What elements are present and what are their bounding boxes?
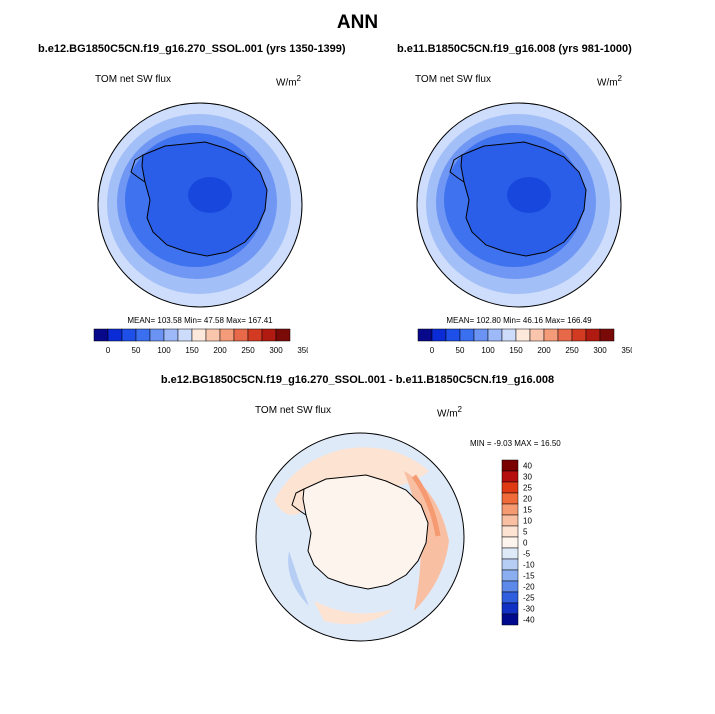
panel2-units: W/m2	[597, 74, 622, 89]
colorbar-tick-label: 200	[213, 346, 227, 355]
panel3-units: W/m2	[437, 405, 462, 420]
colorbar-swatch	[219, 328, 235, 342]
colorbar-swatch	[543, 328, 559, 342]
colorbar-swatch	[501, 613, 519, 626]
colorbar-swatch	[557, 328, 573, 342]
colorbar-swatch	[459, 328, 475, 342]
colorbar-swatch	[501, 470, 519, 483]
panel1-polar-map	[97, 102, 303, 308]
colorbar-swatch	[501, 525, 519, 538]
colorbar-tick-label: -40	[523, 616, 535, 625]
colorbar-tick-label: 0	[106, 346, 111, 355]
colorbar-swatch	[501, 481, 519, 494]
panel3-colorbar: 40 30 25 20 15 10 5 0 -5 -10 -15 -20 -25 -30 -40	[501, 459, 535, 626]
colorbar-swatch	[177, 328, 193, 342]
colorbar-swatch	[417, 328, 433, 342]
panel3-polar-map	[255, 432, 465, 642]
colorbar-tick-label: 5	[523, 528, 528, 537]
colorbar-tick-label: 15	[523, 506, 532, 515]
colorbar-swatch	[501, 569, 519, 582]
colorbar-tick-label: 150	[509, 346, 523, 355]
colorbar-tick-label: -30	[523, 605, 535, 614]
panel3-variable-label: TOM net SW flux	[255, 405, 331, 416]
colorbar-tick-label: -5	[523, 550, 531, 559]
colorbar-tick-label: 0	[523, 539, 528, 548]
colorbar-tick-label: -25	[523, 594, 535, 603]
panel3-stats: MIN = -9.03 MAX = 16.50	[470, 439, 561, 448]
colorbar-swatch	[501, 459, 519, 472]
colorbar-tick-label: 200	[537, 346, 551, 355]
colorbar-swatch	[599, 328, 615, 342]
panel2-polar-map	[416, 102, 622, 308]
colorbar-swatch	[501, 558, 519, 571]
colorbar-tick-label: 30	[523, 473, 532, 482]
colorbar-swatch	[571, 328, 587, 342]
colorbar-swatch	[261, 328, 277, 342]
panel1-stats: MEAN= 103.58 Min= 47.58 Max= 167.41	[127, 316, 273, 325]
colorbar-swatch	[275, 328, 291, 342]
panel1-case-title: b.e12.BG1850C5CN.f19_g16.270_SSOL.001 (y…	[38, 43, 346, 55]
panel1-variable-label: TOM net SW flux	[95, 74, 171, 85]
colorbar-swatch	[487, 328, 503, 342]
colorbar-swatch	[431, 328, 447, 342]
panel1-colorbar: 0 50 100 150 200 250 300 350	[93, 328, 308, 355]
panel2-case-title: b.e11.B1850C5CN.f19_g16.008 (yrs 981-100…	[397, 43, 632, 55]
colorbar-swatch	[163, 328, 179, 342]
colorbar-swatch	[93, 328, 109, 342]
panel1-units: W/m2	[276, 74, 301, 89]
figure-title: ANN	[336, 12, 379, 33]
colorbar-tick-label: 100	[157, 346, 171, 355]
colorbar-swatch	[501, 328, 517, 342]
colorbar-tick-label: 50	[456, 346, 465, 355]
colorbar-swatch	[501, 503, 519, 516]
colorbar-swatch	[473, 328, 489, 342]
colorbar-tick-label: 100	[481, 346, 495, 355]
colorbar-swatch	[501, 514, 519, 527]
panel2-variable-label: TOM net SW flux	[415, 74, 491, 85]
colorbar-tick-label: 350	[297, 346, 308, 355]
colorbar-swatch	[233, 328, 249, 342]
panel3-case-title: b.e12.BG1850C5CN.f19_g16.270_SSOL.001 - …	[160, 374, 555, 386]
colorbar-swatch	[529, 328, 545, 342]
colorbar-swatch	[247, 328, 263, 342]
colorbar-tick-label: -10	[523, 561, 535, 570]
colorbar-swatch	[501, 580, 519, 593]
colorbar-swatch	[501, 536, 519, 549]
colorbar-tick-label: 20	[523, 495, 532, 504]
colorbar-tick-label: 0	[430, 346, 435, 355]
colorbar-swatch	[501, 602, 519, 615]
colorbar-swatch	[135, 328, 151, 342]
colorbar-tick-label: 350	[621, 346, 632, 355]
colorbar-swatch	[149, 328, 165, 342]
colorbar-tick-label: -15	[523, 572, 535, 581]
colorbar-tick-label: 300	[269, 346, 283, 355]
colorbar-swatch	[515, 328, 531, 342]
panel2-stats: MEAN= 102.80 Min= 46.16 Max= 166.49	[446, 316, 592, 325]
colorbar-tick-label: 250	[241, 346, 255, 355]
colorbar-tick-label: -20	[523, 583, 535, 592]
colorbar-tick-label: 50	[132, 346, 141, 355]
colorbar-swatch	[501, 591, 519, 604]
colorbar-tick-label: 150	[185, 346, 199, 355]
colorbar-swatch	[191, 328, 207, 342]
colorbar-tick-label: 250	[565, 346, 579, 355]
colorbar-swatch	[501, 547, 519, 560]
panel2-colorbar: 0 50 100 150 200 250 300 350	[417, 328, 632, 355]
colorbar-tick-label: 40	[523, 462, 532, 471]
colorbar-tick-label: 300	[593, 346, 607, 355]
colorbar-tick-label: 10	[523, 517, 532, 526]
colorbar-swatch	[585, 328, 601, 342]
colorbar-swatch	[445, 328, 461, 342]
colorbar-swatch	[205, 328, 221, 342]
colorbar-swatch	[501, 492, 519, 505]
colorbar-tick-label: 25	[523, 484, 532, 493]
colorbar-swatch	[121, 328, 137, 342]
colorbar-swatch	[107, 328, 123, 342]
